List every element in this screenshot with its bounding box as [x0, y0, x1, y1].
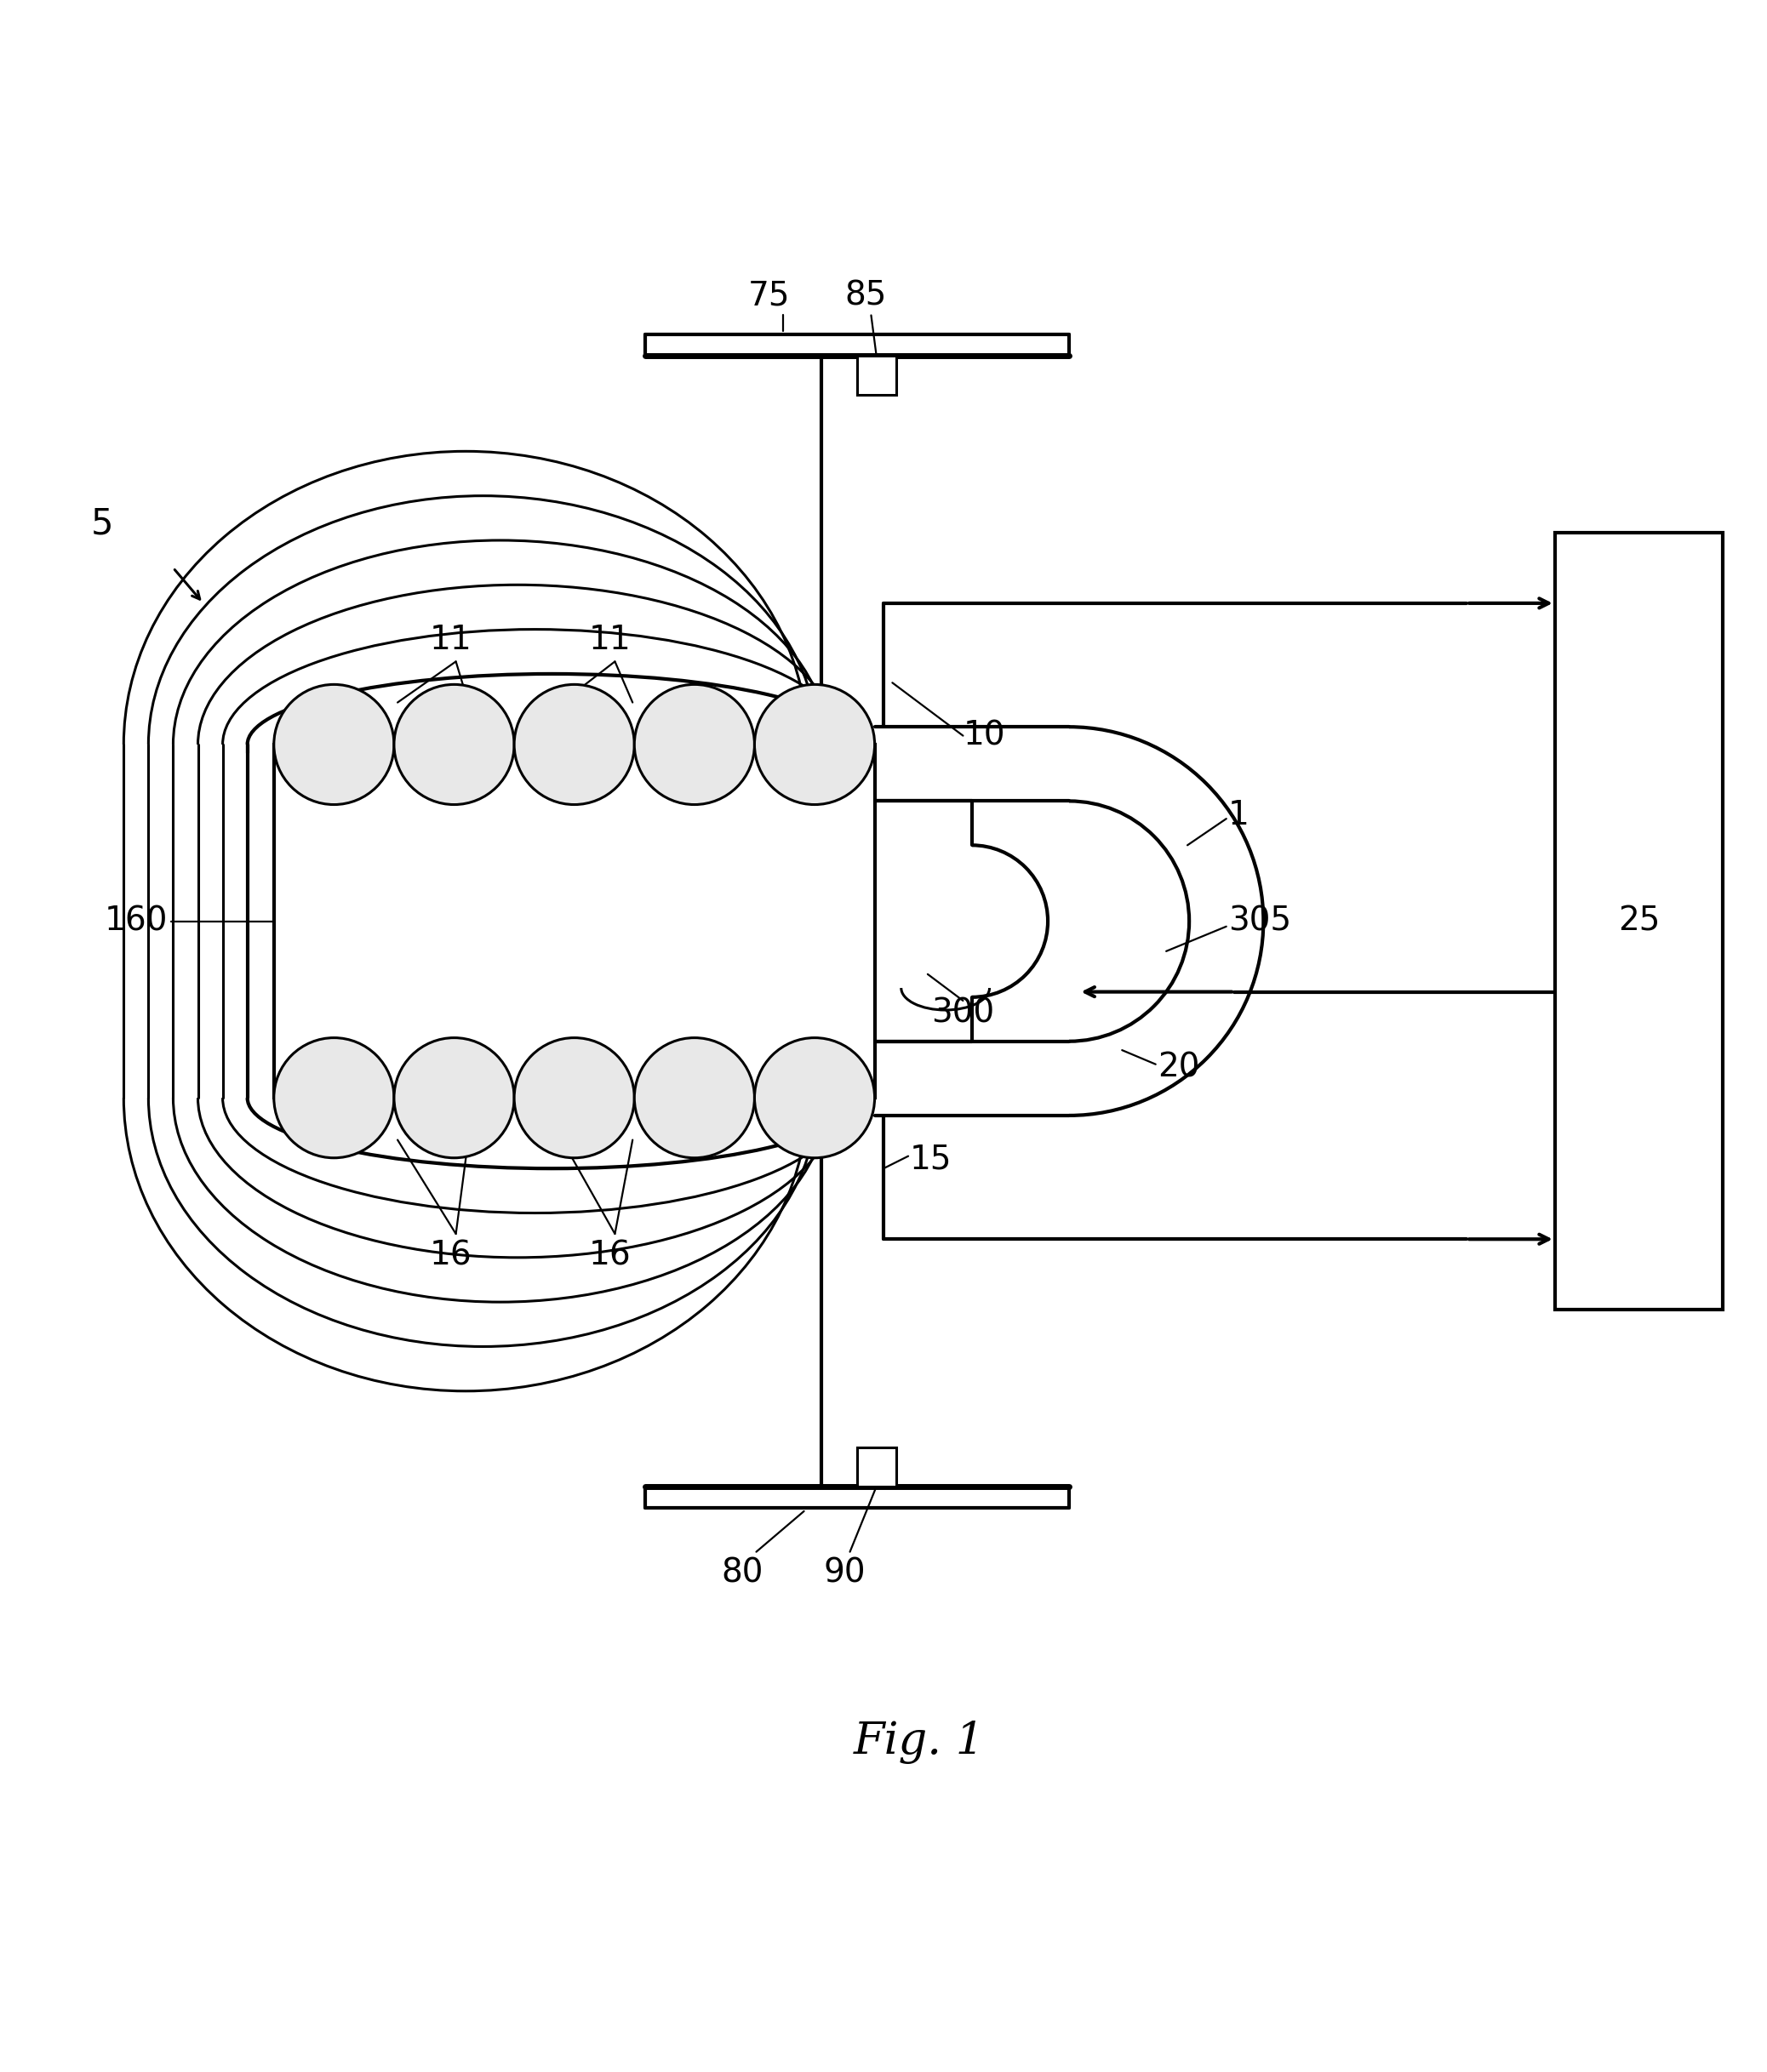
Text: 75: 75: [747, 280, 790, 311]
Circle shape: [634, 684, 755, 804]
Bar: [857, 356, 896, 396]
Text: Fig. 1: Fig. 1: [853, 1722, 984, 1763]
Circle shape: [634, 1038, 755, 1158]
Text: 25: 25: [1619, 905, 1659, 937]
Bar: [1555, 533, 1723, 1310]
Circle shape: [274, 1038, 394, 1158]
Text: 1: 1: [1228, 800, 1249, 831]
Text: 305: 305: [1228, 905, 1292, 937]
Text: 300: 300: [931, 997, 995, 1030]
Bar: [857, 1448, 896, 1486]
Circle shape: [755, 684, 875, 804]
Text: 5: 5: [92, 506, 113, 541]
Circle shape: [755, 1038, 875, 1158]
Circle shape: [274, 684, 394, 804]
Text: 20: 20: [1157, 1053, 1200, 1084]
Text: 10: 10: [963, 719, 1005, 752]
Text: 16: 16: [429, 1239, 472, 1272]
Circle shape: [514, 684, 634, 804]
Text: 160: 160: [104, 905, 168, 937]
Circle shape: [394, 684, 514, 804]
Bar: [274, 744, 875, 1098]
Circle shape: [514, 1038, 634, 1158]
Text: 85: 85: [845, 280, 887, 311]
Text: 11: 11: [588, 624, 631, 657]
Text: 90: 90: [823, 1558, 866, 1589]
Text: 11: 11: [429, 624, 472, 657]
Text: 16: 16: [588, 1239, 631, 1272]
Circle shape: [394, 1038, 514, 1158]
Text: 80: 80: [721, 1558, 763, 1589]
Text: 15: 15: [910, 1144, 952, 1175]
